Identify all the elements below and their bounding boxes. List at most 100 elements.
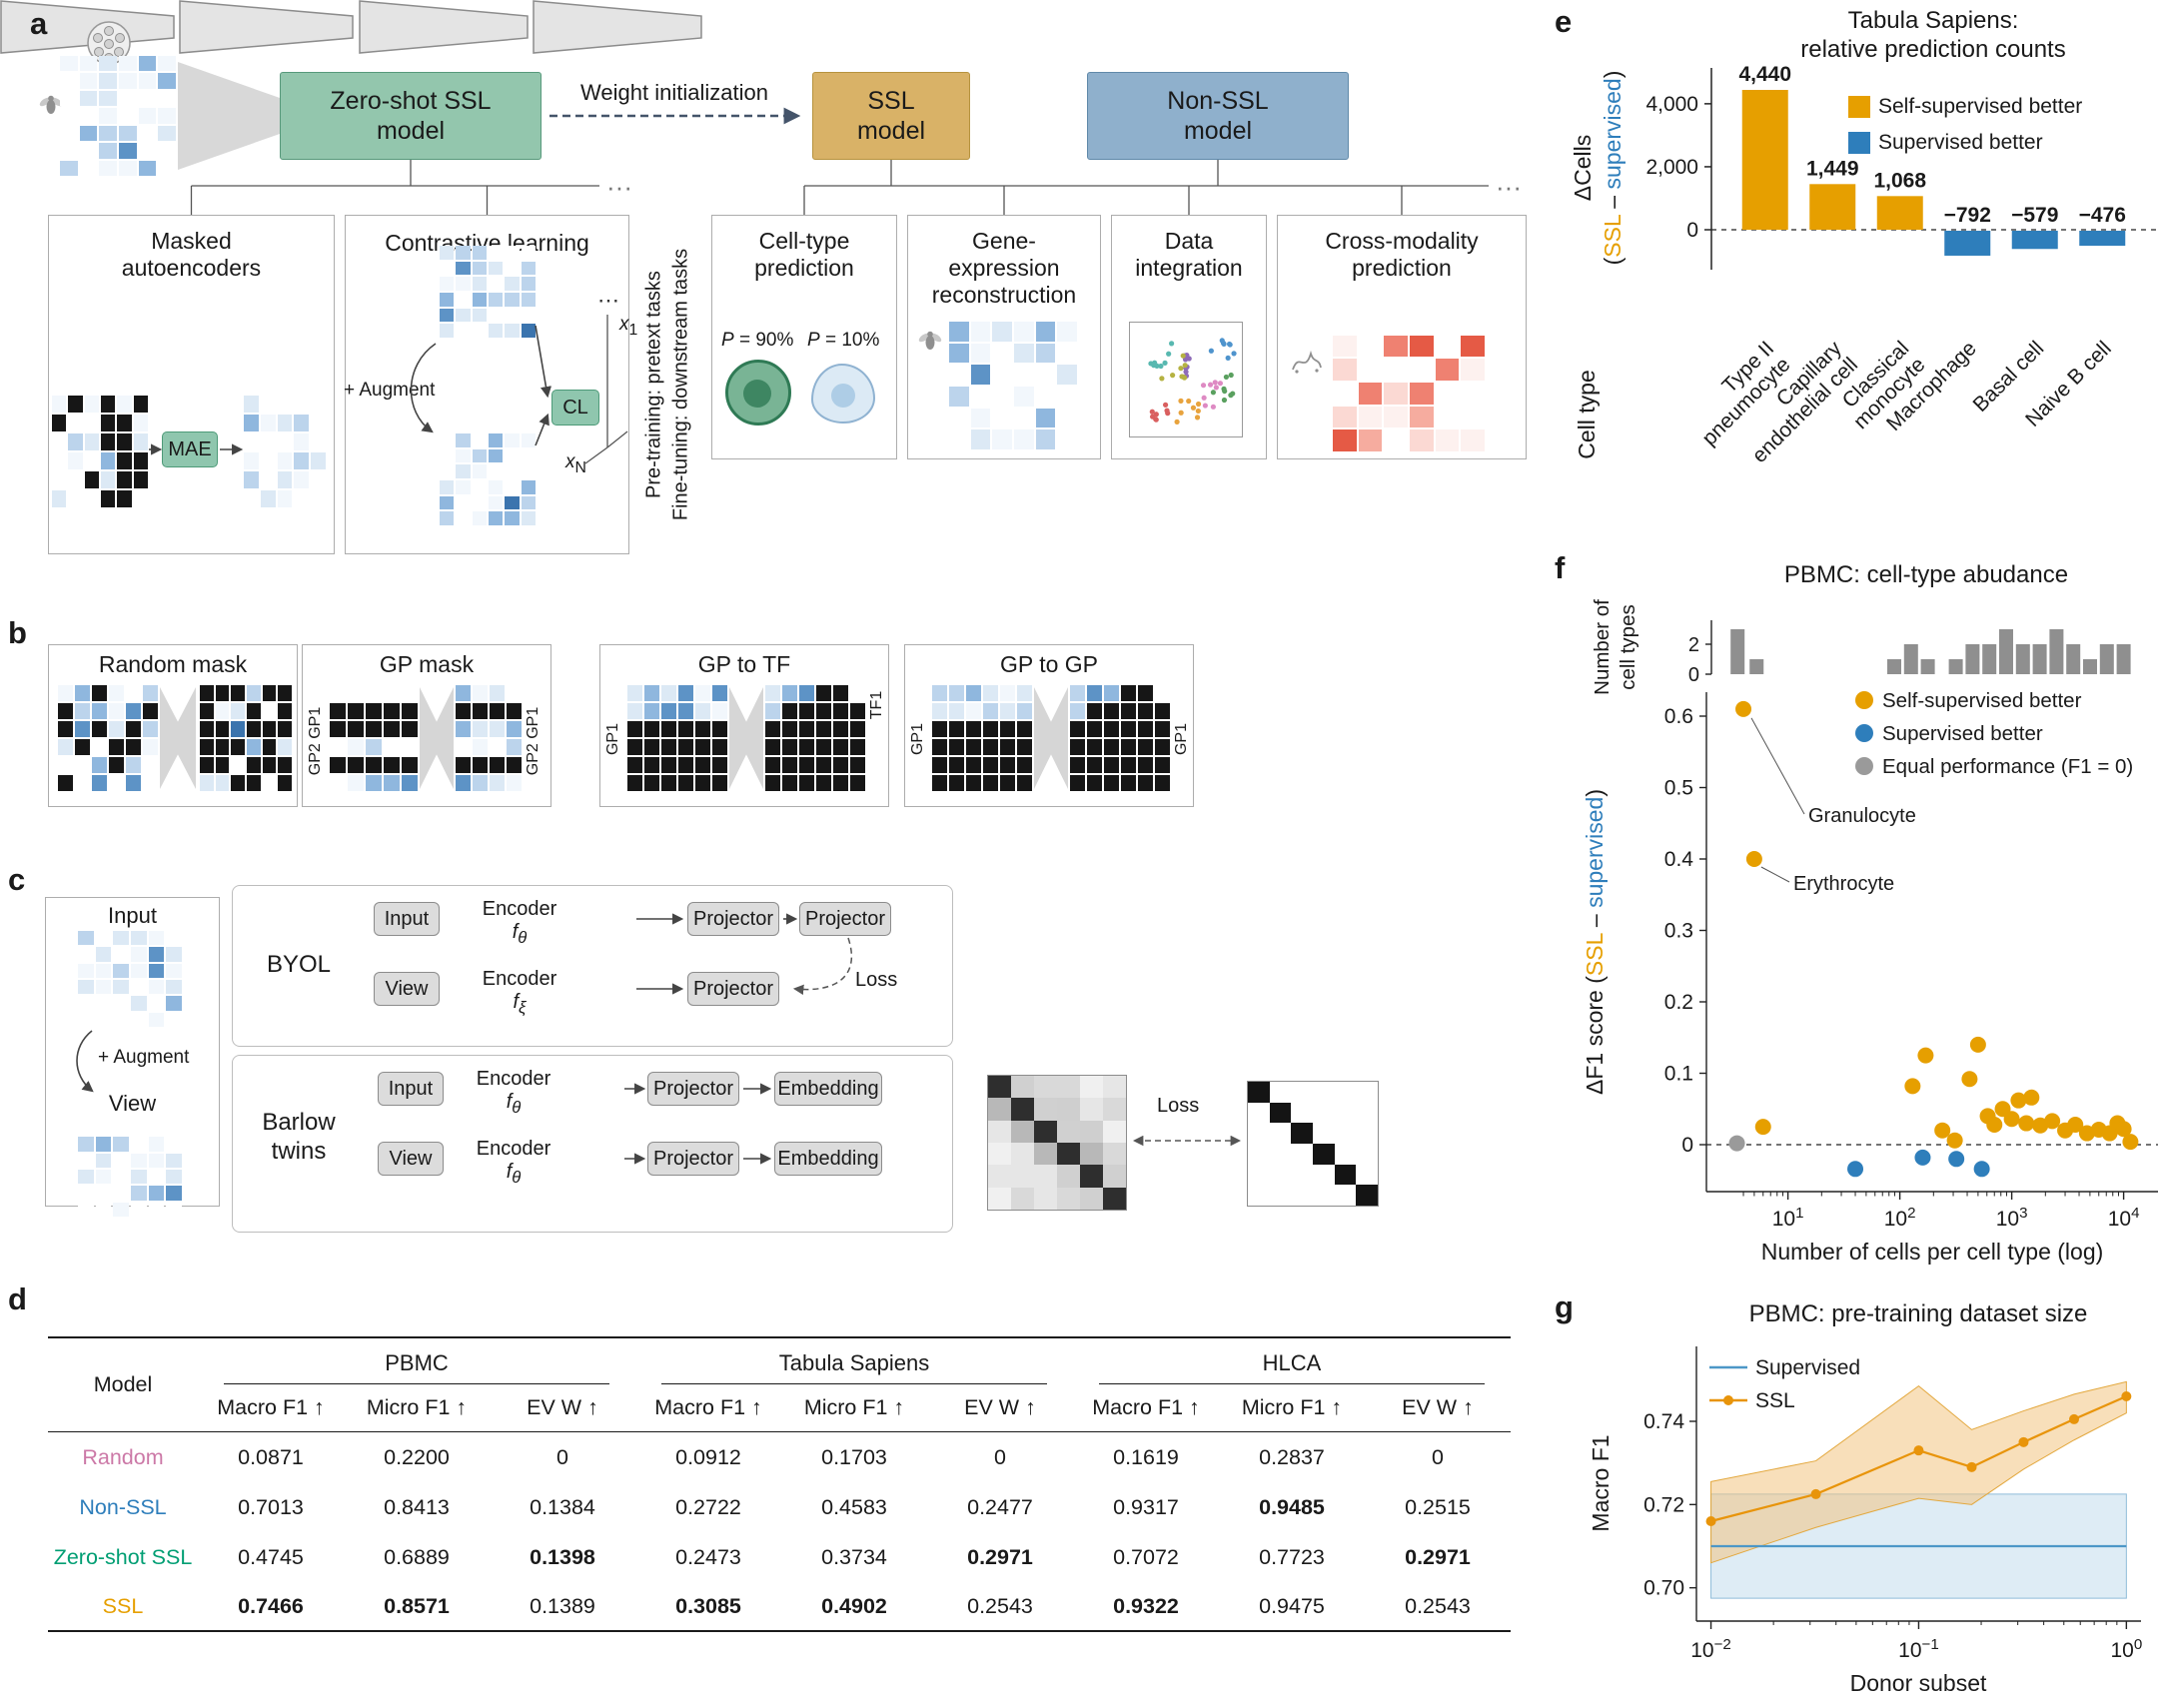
byol-box <box>232 885 953 1047</box>
panel-b-label: b <box>8 615 27 650</box>
heatmap-cell <box>970 322 991 342</box>
byol-loss-label: Loss <box>855 969 898 991</box>
legend-label: Supervised better <box>1878 131 2043 154</box>
table-row-label: SSL <box>48 1582 198 1632</box>
heatmap-cell <box>131 1137 147 1152</box>
hist-bar <box>2015 644 2030 674</box>
hist-bar <box>1965 644 1980 674</box>
hist-bar <box>1749 659 1764 674</box>
heatmap-cell <box>133 415 148 431</box>
heatmap-cell <box>765 721 780 737</box>
heatmap-cell <box>58 703 73 719</box>
tspan: 0 <box>2134 1636 2142 1653</box>
heatmap-cell <box>95 1202 112 1217</box>
bar <box>1741 90 1788 230</box>
heatmap-cell <box>765 739 780 755</box>
heatmap-cell <box>472 433 487 447</box>
umap-dot <box>1178 398 1184 404</box>
matrix-cell <box>1080 1187 1103 1210</box>
matrix-cell <box>1034 1165 1057 1188</box>
heatmap-cell <box>231 685 245 701</box>
scatter-point <box>1904 1078 1921 1095</box>
scatter-point <box>1961 1071 1978 1088</box>
heatmap-cell <box>84 471 99 488</box>
legend-swatch <box>1848 96 1870 118</box>
heatmap-cell <box>200 685 214 701</box>
heatmap-cell <box>92 739 107 755</box>
heatmap-cell <box>143 775 158 791</box>
series-marker <box>1966 1461 1977 1472</box>
heatmap-cell <box>60 160 78 176</box>
heatmap-cell <box>348 757 364 773</box>
umap-dot <box>1153 417 1159 423</box>
heatmap-cell <box>490 721 505 737</box>
heatmap-cell <box>782 757 797 773</box>
heatmap-cell <box>983 685 998 701</box>
tspan: 2 <box>1907 1205 1915 1222</box>
heatmap-cell <box>244 433 259 450</box>
scatter-point <box>1754 1119 1771 1136</box>
heatmap-cell <box>117 415 132 431</box>
heatmap-cell <box>166 1153 182 1168</box>
heatmap-cell <box>949 685 964 701</box>
heatmap-cell <box>1358 359 1383 381</box>
heatmap-cell <box>949 739 964 755</box>
table-value: 0.2971 <box>1405 1544 1471 1569</box>
latent-dots: ⋯ <box>597 288 619 313</box>
heatmap-cell <box>95 947 112 962</box>
heatmap-cell <box>1138 685 1153 701</box>
table-metric-header: Macro F1 ↑ <box>198 1384 344 1432</box>
table-value: 0.2837 <box>1259 1444 1325 1469</box>
matrix-cell <box>1057 1076 1080 1099</box>
heatmap-cell <box>78 1012 94 1027</box>
heatmap-cell <box>440 246 455 260</box>
heatmap-cell <box>330 685 346 701</box>
reconstructed-heatmap <box>244 396 326 507</box>
heatmap-cell <box>1384 359 1408 381</box>
hist-bar <box>2032 644 2047 674</box>
heatmap-cell <box>816 757 831 773</box>
heatmap-cell <box>521 246 536 260</box>
matrix-cell <box>1103 1120 1126 1143</box>
y-axis-label: (SSL – supervised) <box>1600 71 1625 266</box>
heatmap-cell <box>131 1153 147 1168</box>
heatmap-cell <box>402 739 418 755</box>
tick-label: 104 <box>2108 1205 2140 1231</box>
heatmap-cell <box>966 685 981 701</box>
heatmap-cell <box>1070 739 1085 755</box>
cross-modality-title: Cross-modality prediction <box>1325 228 1479 282</box>
heatmap-cell <box>1087 721 1102 737</box>
heatmap-cell <box>166 1169 182 1185</box>
matrix-cell <box>1312 1164 1335 1186</box>
heatmap-cell <box>215 685 230 701</box>
tspan: 3 <box>2019 1205 2027 1222</box>
heatmap-cell <box>84 396 99 413</box>
heatmap-cell <box>505 495 520 510</box>
heatmap-cell <box>473 685 488 701</box>
heatmap-cell <box>473 757 488 773</box>
umap-dot <box>1212 380 1218 386</box>
heatmap-cell <box>1121 739 1136 755</box>
heatmap-cell <box>765 757 780 773</box>
tspan: ( <box>1600 257 1625 265</box>
heatmap-cell <box>384 703 400 719</box>
heatmap-cell <box>126 775 141 791</box>
heatmap-cell <box>99 73 117 89</box>
heatmap-cell <box>384 721 400 737</box>
tspan: −2 <box>1714 1636 1731 1653</box>
umap-dot <box>1222 388 1228 395</box>
heatmap-cell <box>99 56 117 72</box>
gp-to-gp-input <box>932 685 1032 791</box>
heatmap-cell <box>627 757 642 773</box>
scatter-point <box>2023 1089 2040 1106</box>
heatmap-cell <box>1155 685 1170 701</box>
tick-label: 0.72 <box>1643 1493 1684 1516</box>
heatmap-cell <box>402 721 418 737</box>
scatter-point <box>2122 1134 2139 1151</box>
heatmap-cell <box>113 1153 129 1168</box>
heatmap-cell <box>78 1137 94 1152</box>
heatmap-cell <box>1435 382 1460 405</box>
umap-dot <box>1186 398 1192 405</box>
heatmap-cell <box>60 143 78 159</box>
heatmap-cell <box>1461 335 1485 358</box>
